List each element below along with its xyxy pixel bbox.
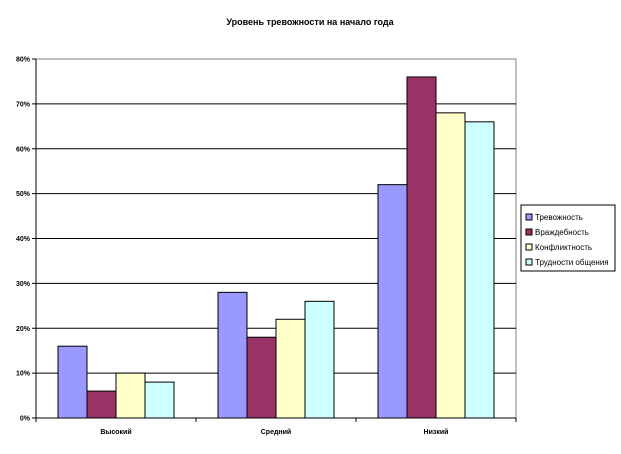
y-tick-label: 30%: [16, 281, 31, 288]
bar-3-1: [115, 372, 146, 419]
bar-4-1: [144, 381, 175, 419]
bar-3-2: [275, 318, 306, 419]
legend-label: Трудности общения: [535, 258, 609, 267]
x-category-label: Средний: [261, 428, 292, 436]
legend-swatch: [525, 243, 533, 251]
legend-swatch: [525, 258, 533, 266]
bar-2-1: [86, 390, 117, 419]
bar-1-3: [377, 184, 408, 419]
legend-box: [520, 204, 616, 272]
bar-2-3: [406, 76, 437, 419]
y-tick-label: 50%: [16, 191, 31, 198]
chart-title: Уровень тревожности на начало года: [226, 17, 394, 27]
y-tick-label: 40%: [16, 236, 31, 243]
bar-4-2: [304, 300, 335, 419]
y-tick-label: 80%: [16, 57, 31, 64]
x-axis-categories: Высокий Средний Низкий: [100, 428, 448, 436]
x-category-label: Низкий: [424, 428, 449, 436]
legend-label: Конфликтность: [535, 243, 592, 252]
bar-4-3: [464, 121, 495, 419]
bar-2-2: [246, 336, 277, 419]
bar-3-3: [435, 112, 466, 419]
y-tick-label: 0%: [20, 416, 31, 423]
axes: [35, 59, 517, 422]
legend-label: Враждебность: [535, 228, 589, 237]
y-tick-label: 60%: [16, 146, 31, 153]
legend: Тревожность Враждебность Конфликтность Труд…: [520, 204, 616, 272]
bar-1-2: [217, 291, 248, 419]
bars: [57, 76, 495, 419]
y-axis-ticks: 0% 10% 20% 30% 40% 50% 60% 70% 80%: [16, 57, 36, 423]
legend-label: Тревожность: [535, 213, 583, 222]
legend-swatch: [525, 228, 533, 236]
legend-swatch: [525, 213, 533, 221]
bar-1-1: [57, 345, 88, 419]
x-category-label: Высокий: [100, 428, 131, 436]
y-tick-label: 20%: [16, 326, 31, 333]
y-tick-label: 10%: [16, 371, 31, 378]
y-tick-label: 70%: [16, 101, 31, 108]
